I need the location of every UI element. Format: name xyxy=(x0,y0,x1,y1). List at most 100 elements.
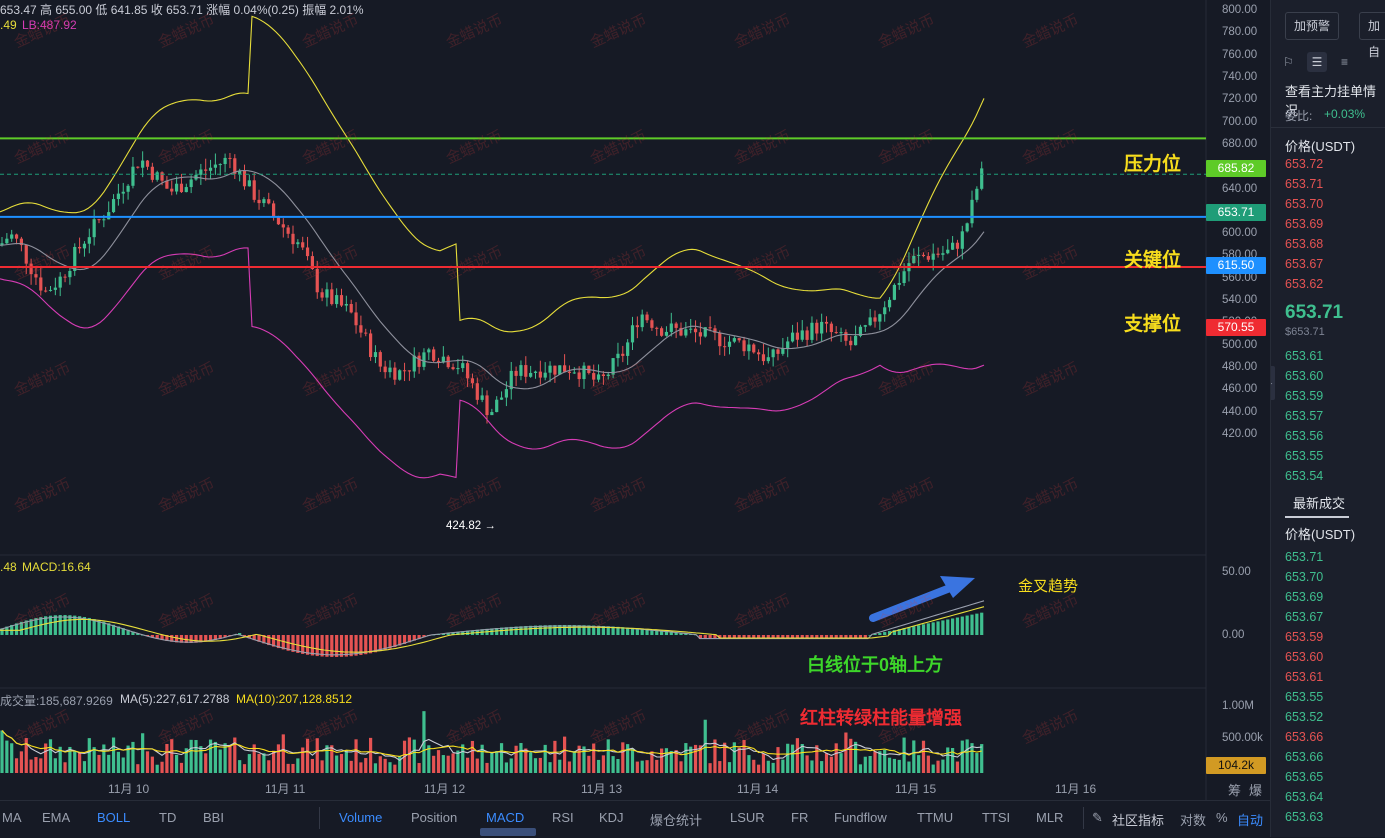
auto-scale-toggle[interactable]: 自动 xyxy=(1237,813,1264,828)
volume-bar xyxy=(126,745,130,773)
chart-area[interactable]: 653.47 高 655.00 低 641.85 收 653.71 涨幅 0.0… xyxy=(0,0,1270,800)
orderbook-list-icon[interactable]: ≡ xyxy=(1341,55,1349,69)
current-price-tag: 653.71 xyxy=(1206,204,1266,221)
boll-upper-band xyxy=(0,15,985,333)
bid-row[interactable]: 653.59 xyxy=(1285,389,1324,403)
candle-body xyxy=(305,247,310,257)
trade-row[interactable]: 653.70 xyxy=(1285,570,1324,584)
macd-dea-line xyxy=(0,606,985,653)
tab-liquidation[interactable]: 爆仓统计 xyxy=(650,813,703,828)
tab-rsi[interactable]: RSI xyxy=(552,810,574,825)
volume-bar xyxy=(533,758,538,773)
tab-kdj[interactable]: KDJ xyxy=(599,810,624,825)
volume-bar xyxy=(664,748,669,773)
macd-histogram-bar xyxy=(301,635,305,654)
trade-row[interactable]: 653.55 xyxy=(1285,690,1324,704)
macd-histogram-bar xyxy=(412,635,416,641)
macd-histogram-bar xyxy=(344,635,348,657)
tab-ma[interactable]: MA xyxy=(2,810,22,825)
tab-ttsi[interactable]: TTSI xyxy=(982,810,1011,825)
volume-bar xyxy=(781,759,785,773)
price-tick-label: 420.00 xyxy=(1222,428,1258,440)
tab-ttmu[interactable]: TTMU xyxy=(917,810,954,825)
ask-row[interactable]: 653.69 xyxy=(1285,217,1324,231)
tab-latest-trades[interactable]: 最新成交 xyxy=(1293,496,1346,511)
candle-body xyxy=(592,373,596,380)
trade-row[interactable]: 653.61 xyxy=(1285,670,1324,684)
macd-histogram-bar xyxy=(650,629,654,635)
tab-position[interactable]: Position xyxy=(411,810,458,825)
liquidation-toggle[interactable]: 爆 xyxy=(1249,783,1263,798)
tab-td[interactable]: TD xyxy=(159,810,177,825)
tab-lsur[interactable]: LSUR xyxy=(730,810,765,825)
bid-row[interactable]: 653.56 xyxy=(1285,429,1324,443)
trade-row[interactable]: 653.59 xyxy=(1285,630,1324,644)
tab-macd[interactable]: MACD xyxy=(486,810,525,825)
ask-row[interactable]: 653.72 xyxy=(1285,157,1324,171)
tab-fundflow[interactable]: Fundflow xyxy=(834,810,887,825)
candle-body xyxy=(790,332,795,342)
trade-row[interactable]: 653.64 xyxy=(1285,790,1324,804)
bid-row[interactable]: 653.61 xyxy=(1285,349,1324,363)
tab-mlr[interactable]: MLR xyxy=(1036,810,1064,825)
candle-body xyxy=(533,371,538,373)
add-alert-button[interactable]: 加预警 xyxy=(1285,12,1340,40)
community-indicators-button[interactable]: 社区指标 xyxy=(1112,813,1165,828)
trade-row[interactable]: 653.69 xyxy=(1285,590,1324,604)
bid-row[interactable]: 653.54 xyxy=(1285,469,1324,483)
macd-histogram-bar xyxy=(640,628,644,635)
macd-histogram-bar xyxy=(674,632,678,635)
bid-row[interactable]: 653.57 xyxy=(1285,409,1324,423)
candle-body xyxy=(815,322,819,334)
tab-fr[interactable]: FR xyxy=(791,810,809,825)
candle-body xyxy=(611,358,615,375)
macd-histogram-bar xyxy=(218,635,222,639)
trade-row[interactable]: 653.63 xyxy=(1285,810,1324,824)
ask-row[interactable]: 653.71 xyxy=(1285,177,1324,191)
volume-bar xyxy=(432,755,436,773)
trade-row[interactable]: 653.52 xyxy=(1285,710,1324,724)
edit-icon[interactable]: ✎ xyxy=(1092,810,1103,825)
ask-row[interactable]: 653.70 xyxy=(1285,197,1324,211)
log-scale-toggle[interactable]: 对数 xyxy=(1180,813,1207,828)
volume-bar xyxy=(504,762,508,773)
candle-body xyxy=(630,325,635,343)
macd-histogram-bar xyxy=(669,631,673,635)
tab-ema[interactable]: EMA xyxy=(42,810,71,825)
trade-row[interactable]: 653.66 xyxy=(1285,750,1324,764)
trade-row[interactable]: 653.66 xyxy=(1285,730,1324,744)
chip-toggle[interactable]: 筹 xyxy=(1228,783,1242,798)
volume-bar xyxy=(136,764,140,773)
tab-bbi[interactable]: BBI xyxy=(203,810,224,825)
bid-row[interactable]: 653.60 xyxy=(1285,369,1324,383)
candle-body xyxy=(432,349,436,361)
macd-histogram-bar xyxy=(339,635,344,657)
percent-toggle[interactable]: % xyxy=(1216,810,1228,825)
ask-row[interactable]: 653.68 xyxy=(1285,237,1324,251)
macd-histogram-bar xyxy=(616,626,620,635)
orderbook-title[interactable]: 查看主力挂单情况 xyxy=(1285,84,1377,118)
ask-row[interactable]: 653.62 xyxy=(1285,277,1324,291)
trade-row[interactable]: 653.71 xyxy=(1285,550,1324,564)
pin-icon[interactable]: ⚐ xyxy=(1283,55,1294,69)
volume-bar xyxy=(703,719,707,773)
trade-row[interactable]: 653.67 xyxy=(1285,610,1324,624)
ask-row[interactable]: 653.67 xyxy=(1285,257,1324,271)
volume-bar xyxy=(272,750,276,773)
trade-row[interactable]: 653.65 xyxy=(1285,770,1324,784)
sidebar-collapse-handle[interactable]: ▸ xyxy=(1271,366,1275,400)
chart-canvas[interactable] xyxy=(0,0,1270,800)
tab-volume[interactable]: Volume xyxy=(339,810,383,825)
volume-bar xyxy=(208,739,213,773)
candle-body xyxy=(417,355,421,367)
tab-boll[interactable]: BOLL xyxy=(97,810,131,825)
orderbook-both-icon[interactable]: ☰ xyxy=(1307,52,1327,72)
volume-bar xyxy=(824,753,829,773)
add-watchlist-button[interactable]: 加自 xyxy=(1359,12,1385,59)
candle-body xyxy=(160,172,164,181)
volume-bar xyxy=(359,762,363,773)
bid-row[interactable]: 653.55 xyxy=(1285,449,1324,463)
macd-histogram-bar xyxy=(213,635,217,640)
trade-row[interactable]: 653.60 xyxy=(1285,650,1324,664)
volume-bar xyxy=(145,751,150,773)
